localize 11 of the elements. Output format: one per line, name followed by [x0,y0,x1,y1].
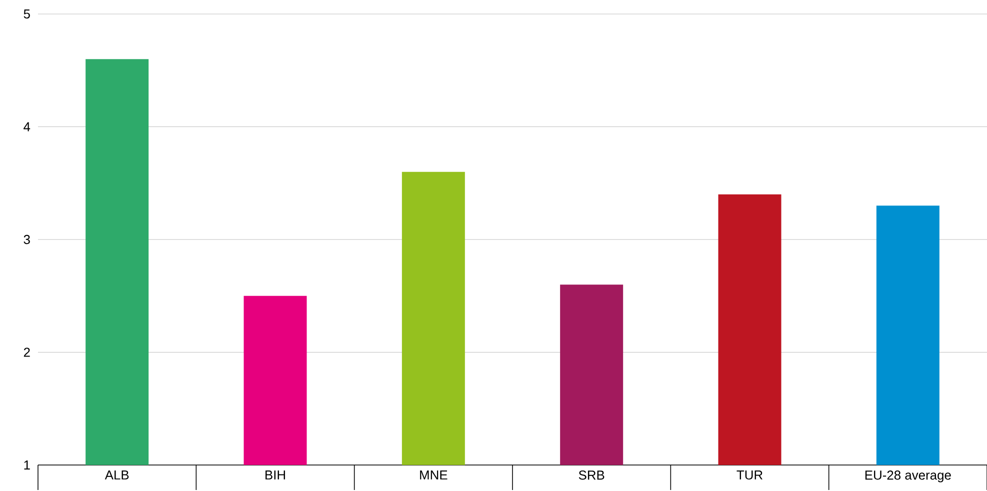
x-tick-label: MNE [420,470,448,480]
x-tick-label: BIH [266,470,285,480]
y-tick-label: 2 [24,348,30,357]
x-tick-label: ALB [104,470,129,480]
x-tick-label: SRB [578,470,604,480]
x-tick-label: EU-28 average [865,470,951,482]
y-tick-label: 5 [24,9,30,19]
y-tick-label: 4 [24,122,30,132]
x-tick-label: TUR [736,470,762,480]
y-tick-label: 3 [24,234,30,244]
y-tick-label: 1 [24,460,30,470]
